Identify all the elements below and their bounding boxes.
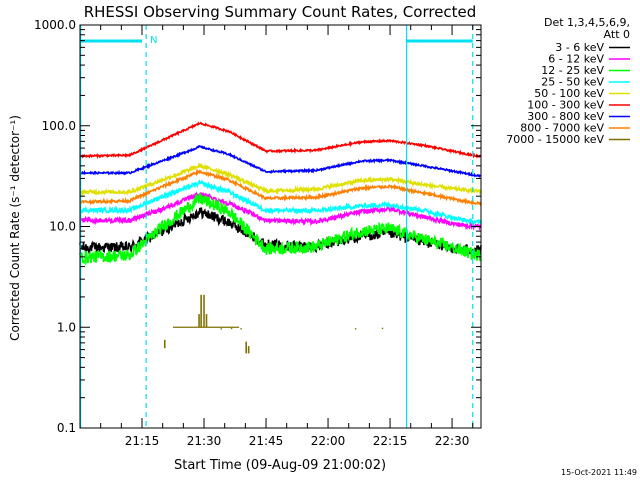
series-7 (79, 169, 482, 207)
legend-label-0: 3 - 6 keV (555, 41, 604, 54)
legend-label-7: 800 - 7000 keV (520, 122, 604, 135)
series-6 (79, 144, 482, 178)
series-layer (79, 121, 482, 354)
series-line-7 (79, 169, 482, 207)
y-tick-label-2: 10.0 (49, 220, 76, 234)
series-5 (79, 121, 482, 160)
olive-marks (163, 294, 384, 354)
ticks-layer: 0.1 1.0 10.0 100.0 1000.0 21:15 21:30 21:45 22:0… (34, 18, 481, 448)
series-line-1 (79, 191, 482, 231)
series-line-6 (79, 144, 482, 178)
y-axis-label: Corrected Count Rate (s⁻¹ detector⁻¹) (8, 115, 22, 341)
y-tick-label-3: 100.0 (42, 119, 76, 133)
legend-label-5: 100 - 300 keV (527, 99, 604, 112)
olive-mark-dot-2 (240, 328, 242, 330)
plot-frame (79, 24, 482, 429)
x-tick-label-3: 22:00 (311, 434, 346, 448)
series-3 (79, 178, 482, 226)
y-tick-label-0: 0.1 (57, 421, 76, 435)
x-tick-label-2: 21:45 (249, 434, 284, 448)
olive-mark-dot-4 (381, 327, 384, 330)
legend-label-4: 50 - 100 keV (534, 87, 604, 100)
legend-label-8: 7000 - 15000 keV (506, 133, 604, 146)
series-line-3 (79, 178, 482, 226)
legend-label-6: 300 - 800 keV (527, 110, 604, 123)
timestamp: 15-Oct-2021 11:49 (561, 468, 637, 477)
flag-label: N (150, 35, 157, 46)
series-line-2 (79, 192, 482, 266)
olive-mark-dot-1 (230, 327, 233, 330)
chart-title: RHESSI Observing Summary Count Rates, Co… (84, 3, 477, 21)
x-tick-label-1: 21:30 (187, 434, 222, 448)
series-4 (79, 161, 482, 197)
legend-header-line-2: Att 0 (604, 28, 630, 41)
y-tick-label-4: 1000.0 (34, 18, 76, 32)
series-line-5 (79, 121, 482, 160)
x-tick-label-4: 22:15 (373, 434, 408, 448)
series-2 (79, 192, 482, 266)
x-tick-label-0: 21:15 (125, 434, 160, 448)
legend-label-2: 12 - 25 keV (541, 64, 604, 77)
olive-mark-dot-3 (354, 328, 357, 330)
olive-mark-dot-0 (220, 328, 222, 330)
legend-label-3: 25 - 50 keV (541, 76, 604, 89)
x-axis-label: Start Time (09-Aug-09 21:00:02) (174, 458, 386, 473)
legend-label-1: 6 - 12 keV (548, 53, 604, 66)
legend-header-line-1: Det 1,3,4,5,6,9, (544, 16, 630, 29)
series-line-4 (79, 161, 482, 197)
x-tick-label-5: 22:30 (435, 434, 470, 448)
y-tick-label-1: 1.0 (57, 320, 76, 334)
series-1 (79, 191, 482, 231)
